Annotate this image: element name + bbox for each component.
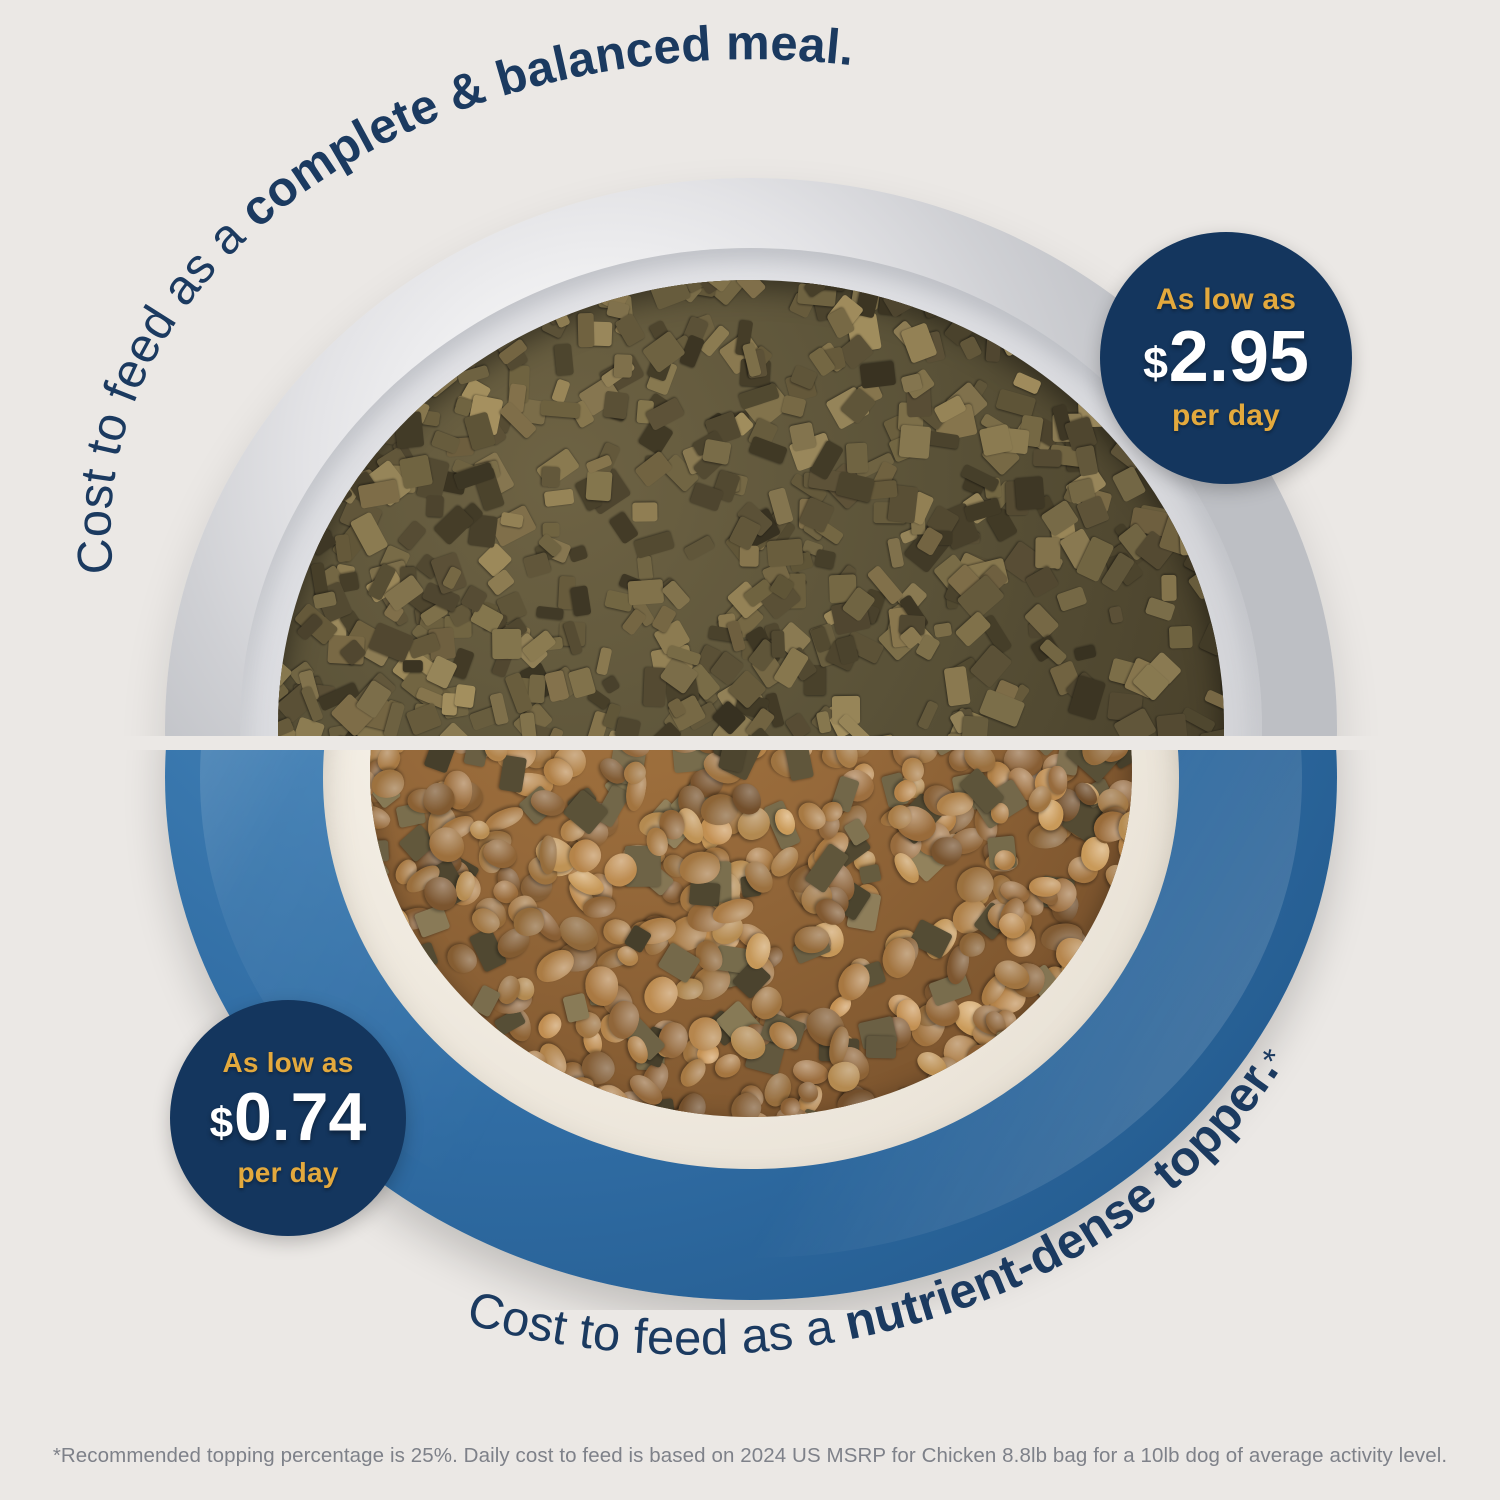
badge-top-price: $2.95 [1143,321,1309,393]
badge-top-currency: $ [1143,339,1168,389]
price-badge-complete-meal: As low as $2.95 per day [1100,232,1352,484]
price-badge-topper: As low as $0.74 per day [170,1000,406,1236]
badge-bottom-label: As low as [222,1047,354,1078]
badge-top-amount: 2.95 [1168,317,1309,397]
badge-bottom-price: $0.74 [210,1083,367,1151]
kibble-with-topper [370,750,1132,1118]
badge-bottom-period: per day [237,1157,339,1188]
badge-top-period: per day [1171,399,1281,432]
footnote-disclaimer: *Recommended topping percentage is 25%. … [52,1444,1448,1467]
badge-top-label: As low as [1155,283,1297,316]
badge-bottom-amount: 0.74 [233,1079,367,1155]
air-dried-food-chips [277,280,1225,736]
badge-bottom-currency: $ [209,1099,234,1147]
